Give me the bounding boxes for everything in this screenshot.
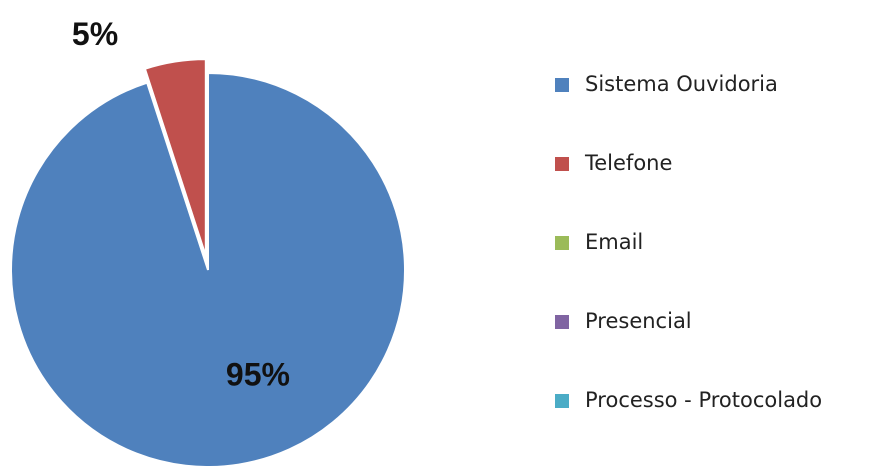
legend-swatch [555,315,569,329]
legend-swatch [555,78,569,92]
legend-swatch [555,394,569,408]
value-label: 5% [72,16,118,52]
legend-label: Sistema Ouvidoria [585,72,778,96]
legend-label: Presencial [585,309,692,333]
legend-label: Email [585,230,643,254]
legend-label: Telefone [584,151,672,175]
legend-swatch [555,157,569,171]
legend-label: Processo - Protocolado [585,388,822,412]
pie-slice [10,71,406,466]
legend-swatch [555,236,569,250]
pie-slice [143,58,207,257]
value-label: 95% [226,356,290,392]
